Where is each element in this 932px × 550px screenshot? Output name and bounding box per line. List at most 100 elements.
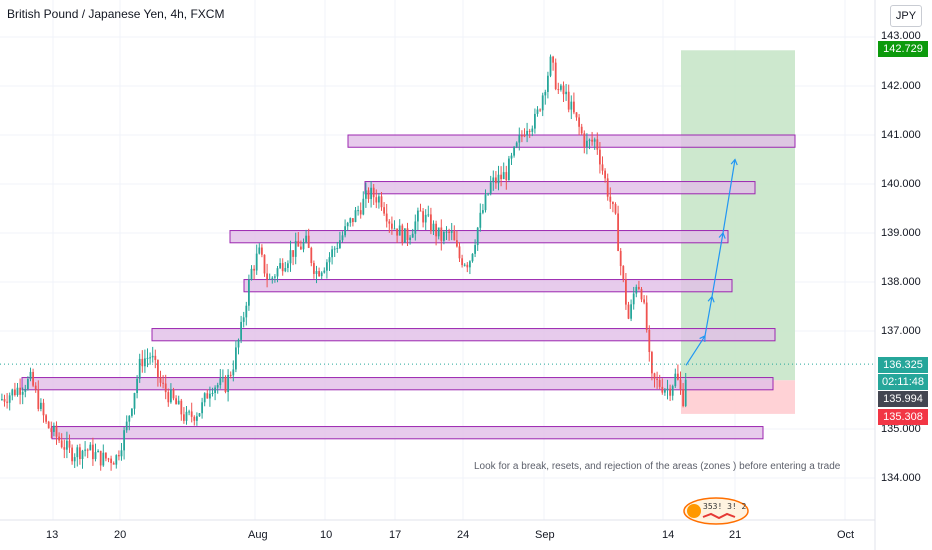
candle-body xyxy=(591,139,593,142)
candle-body xyxy=(378,196,380,203)
candle-body xyxy=(367,190,370,200)
candle-body xyxy=(383,207,385,214)
candle-body xyxy=(3,399,6,402)
candle-body xyxy=(73,457,76,462)
candle-body xyxy=(396,228,398,236)
candle-body xyxy=(45,415,47,422)
candle-body xyxy=(417,210,419,222)
price-tick: 139.000 xyxy=(881,227,921,239)
candle-body xyxy=(515,142,518,147)
candle-body xyxy=(318,271,320,277)
candle-body xyxy=(482,210,484,213)
candle-body xyxy=(422,211,424,223)
price-tick: 141.000 xyxy=(881,129,921,141)
candle-body xyxy=(255,253,258,271)
candle-body xyxy=(76,447,79,458)
candle-body xyxy=(627,304,630,319)
candle-body xyxy=(149,357,151,359)
candle-body xyxy=(237,339,240,348)
sr-zone xyxy=(229,230,729,244)
candle-body xyxy=(16,387,19,395)
candle-body xyxy=(349,218,352,223)
candle-body xyxy=(461,258,463,266)
candle-body xyxy=(58,436,60,441)
candle-body xyxy=(128,415,131,422)
candle-body xyxy=(250,268,253,280)
candle-body xyxy=(419,210,422,212)
candle-body xyxy=(268,278,271,280)
candle-body xyxy=(510,155,513,159)
candle-body xyxy=(333,248,336,250)
candle-body xyxy=(190,411,193,417)
candle-body xyxy=(521,135,523,137)
candle-body xyxy=(541,95,544,111)
price-tick: 138.000 xyxy=(881,276,921,288)
time-tick: 14 xyxy=(662,529,675,541)
candle-body xyxy=(310,247,313,264)
candle-body xyxy=(216,385,219,388)
candle-body xyxy=(118,455,120,457)
currency-button[interactable]: JPY xyxy=(890,5,922,27)
candle-body xyxy=(497,174,500,184)
candle-body xyxy=(565,91,567,95)
candle-body xyxy=(8,395,11,403)
candle-body xyxy=(99,450,102,466)
candle-body xyxy=(562,85,565,95)
candle-body xyxy=(617,213,619,251)
current-price-tag: 136.325 xyxy=(878,357,928,373)
candle-body xyxy=(365,190,367,199)
candle-body xyxy=(206,393,209,399)
candle-body xyxy=(219,378,222,386)
candle-body xyxy=(151,355,154,358)
candle-body xyxy=(177,400,180,405)
time-tick: 20 xyxy=(114,529,127,541)
broker-logo-icon: 353! 3! 2 xyxy=(683,497,749,525)
candle-body xyxy=(435,223,437,237)
candle-body xyxy=(211,392,214,394)
target-price-tag: 142.729 xyxy=(878,41,928,57)
candle-body xyxy=(575,112,578,118)
time-tick: Oct xyxy=(837,529,855,541)
time-tick: Sep xyxy=(535,529,555,541)
candle-body xyxy=(258,247,261,254)
candle-body xyxy=(677,373,679,380)
candle-body xyxy=(107,458,110,460)
candle-body xyxy=(307,235,310,248)
candle-body xyxy=(528,130,531,132)
projection-arrowhead xyxy=(707,295,715,303)
candle-body xyxy=(372,187,375,198)
candle-body xyxy=(401,225,404,243)
candle-body xyxy=(84,449,86,451)
candle-body xyxy=(604,170,606,179)
candle-body xyxy=(567,91,570,110)
candle-body xyxy=(131,408,133,416)
candle-body xyxy=(526,130,528,136)
candle-body xyxy=(68,440,71,448)
candle-body xyxy=(146,357,149,359)
candle-body xyxy=(34,385,37,390)
candle-body xyxy=(625,279,627,305)
trade-annotation: Look for a break, resets, and rejection … xyxy=(474,461,841,472)
candle-body xyxy=(157,360,159,378)
candle-body xyxy=(110,458,112,464)
candle-body xyxy=(125,421,128,431)
candle-body xyxy=(79,447,81,460)
candle-body xyxy=(453,231,456,241)
candle-body xyxy=(242,317,245,322)
candle-body xyxy=(549,56,552,76)
candle-body xyxy=(89,444,92,451)
candle-body xyxy=(86,449,89,451)
time-tick: 21 xyxy=(729,529,742,541)
candle-body xyxy=(448,231,450,233)
candle-body xyxy=(437,227,440,237)
candle-body xyxy=(331,249,333,258)
candle-body xyxy=(313,263,315,274)
candle-body xyxy=(102,452,105,466)
candle-body xyxy=(183,414,185,421)
candle-body xyxy=(6,401,8,403)
candle-body xyxy=(393,228,396,230)
candle-body xyxy=(508,158,510,181)
candle-body xyxy=(323,270,326,273)
candle-body xyxy=(154,355,157,361)
